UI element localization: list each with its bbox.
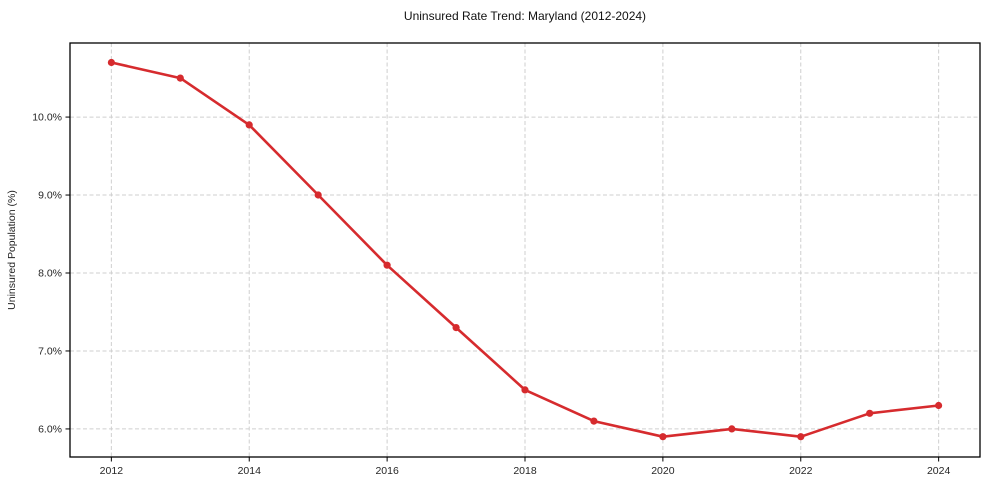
data-point: [659, 433, 667, 441]
y-tick-label: 6.0%: [38, 423, 62, 435]
data-point: [935, 401, 943, 410]
x-tick-label: 2016: [375, 465, 399, 477]
trend-line: [110, 61, 940, 438]
data-point: [521, 386, 529, 394]
x-tick-label: 2018: [513, 465, 537, 477]
x-tick-label: 2014: [238, 465, 262, 477]
data-point: [176, 74, 184, 82]
data-point: [590, 417, 598, 425]
x-tick-label: 2022: [789, 465, 813, 477]
series-layer: [107, 58, 943, 441]
data-point: [107, 58, 115, 67]
x-tick-label: 2020: [651, 465, 675, 477]
data-point: [797, 433, 805, 441]
y-tick-label: 10.0%: [32, 112, 62, 124]
y-tick-label: 8.0%: [38, 268, 62, 280]
data-point: [245, 121, 253, 129]
data-point: [728, 425, 736, 433]
x-tick-label: 2012: [100, 465, 124, 477]
grid-layer: [70, 43, 980, 457]
data-point: [866, 409, 874, 417]
chart-title: Uninsured Rate Trend: Maryland (2012-202…: [404, 9, 646, 23]
y-tick-label: 9.0%: [38, 190, 62, 202]
x-tick-label: 2024: [927, 465, 951, 477]
data-point: [452, 324, 460, 332]
axis-layer: 2012 2014 2016 2018 2020 2022 2024 6.0% 7.0% 8.0%…: [32, 42, 981, 477]
y-axis-label: Uninsured Population (%): [6, 190, 18, 310]
data-point: [383, 261, 391, 269]
y-tick-label: 7.0%: [38, 345, 62, 357]
data-point: [314, 191, 322, 199]
